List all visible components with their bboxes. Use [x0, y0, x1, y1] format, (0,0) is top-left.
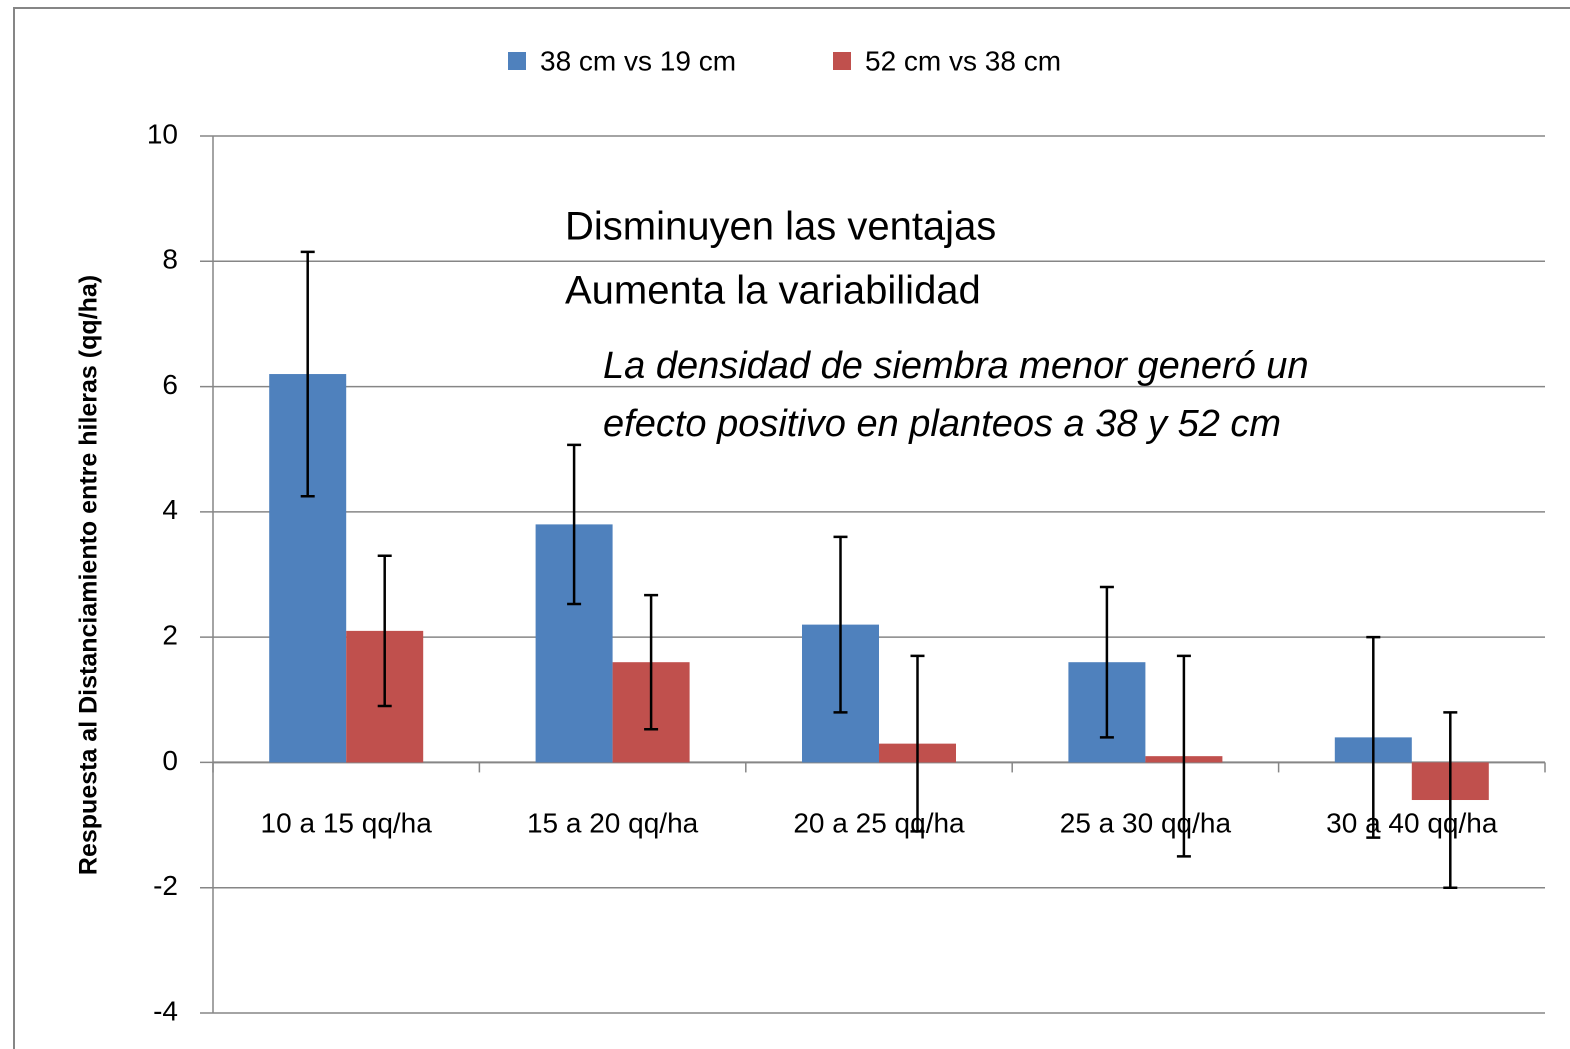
y-tick-label: 10	[147, 118, 178, 149]
y-tick-label: 2	[162, 620, 178, 651]
error-bar	[300, 250, 315, 498]
legend-swatch	[508, 52, 526, 70]
error-bar	[1176, 654, 1191, 858]
legend-label: 52 cm vs 38 cm	[865, 45, 1061, 76]
annotation: Aumenta la variabilidad	[565, 269, 981, 313]
legend-label: 38 cm vs 19 cm	[540, 45, 736, 76]
error-bar	[377, 554, 392, 708]
x-tick-label: 25 a 30 qq/ha	[1060, 807, 1232, 838]
y-tick-label: 6	[162, 369, 178, 400]
y-tick-label: 8	[162, 244, 178, 275]
x-tick-label: 30 a 40 qq/ha	[1326, 807, 1498, 838]
x-tick-label: 20 a 25 qq/ha	[793, 807, 965, 838]
y-tick-label: 4	[162, 494, 178, 525]
annotation: Disminuyen las ventajas	[565, 205, 996, 249]
note: efecto positivo en planteos a 38 y 52 cm	[603, 403, 1281, 445]
chart-frame	[13, 7, 1570, 1049]
error-bar	[1443, 711, 1458, 889]
error-bar	[1099, 585, 1114, 739]
y-axis-title: Respuesta al Distanciamiento entre hiler…	[75, 275, 103, 875]
error-bar	[833, 535, 848, 714]
y-tick-label: 0	[162, 745, 178, 776]
x-tick-label: 10 a 15 qq/ha	[261, 807, 433, 838]
y-tick-label: -4	[153, 995, 178, 1026]
note: La densidad de siembra menor generó un	[603, 345, 1309, 387]
error-bar	[644, 593, 659, 731]
y-tick-label: -2	[153, 870, 178, 901]
x-tick-label: 15 a 20 qq/ha	[527, 807, 699, 838]
error-bar	[567, 443, 582, 606]
error-bar	[910, 654, 925, 833]
legend-swatch	[833, 52, 851, 70]
error-bar	[1366, 635, 1381, 839]
